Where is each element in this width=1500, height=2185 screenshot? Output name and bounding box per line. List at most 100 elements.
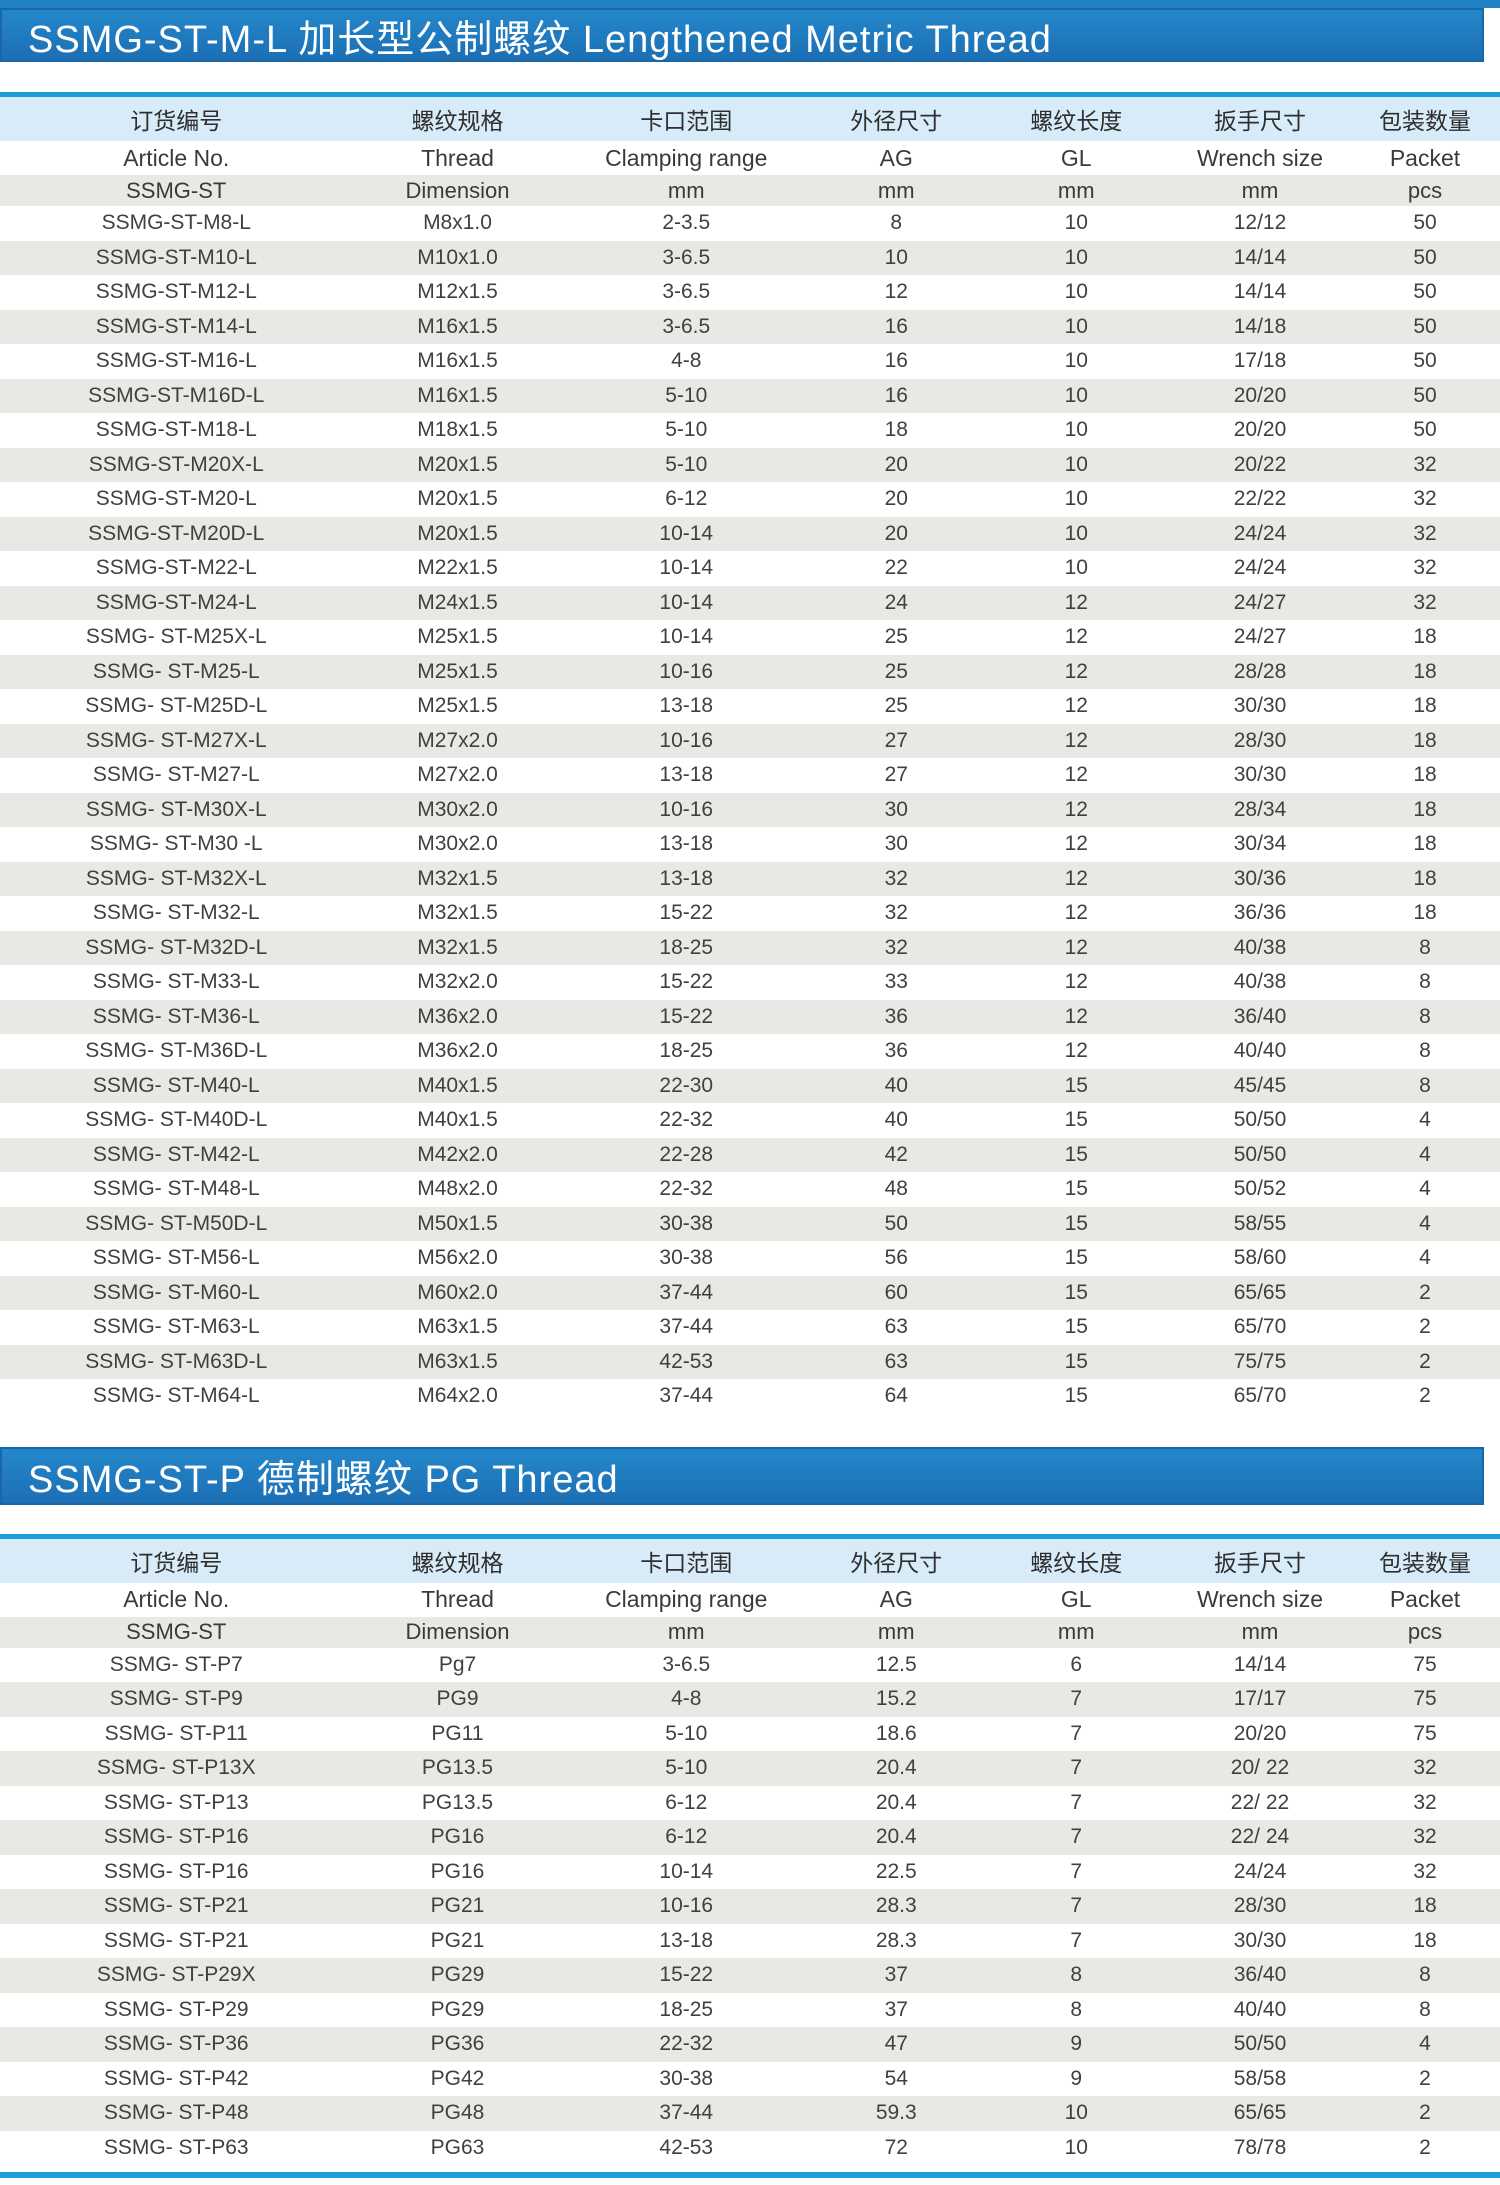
table-cell: 20/20: [1233, 1721, 1287, 1745]
bottom-rule: [0, 2172, 1500, 2178]
table-cell: 2: [1419, 2101, 1431, 2125]
table-cell: M8x1.0: [423, 211, 492, 235]
table-cell: PG21: [430, 1928, 485, 1952]
table-cell: SSMG- ST-M42-L: [92, 1142, 260, 1166]
table-cell: SSMG-ST-M14-L: [95, 314, 257, 338]
table-cell: 卡口范围: [640, 108, 733, 134]
table-cell: mm: [1241, 177, 1279, 203]
table-cell: 2: [1419, 2066, 1431, 2090]
table-row: SSMG-ST-M20D-L M20x1.5 10-14 20 10 24/24 32: [0, 516, 1500, 551]
table-cell: 20/ 22: [1230, 1756, 1290, 1780]
table-cell: 订货编号: [130, 108, 223, 134]
table-row: SSMG- ST-M25X-L M25x1.5 10-14 25 12 24/27 18: [0, 620, 1500, 655]
table-cell: SSMG- ST-P42: [103, 2066, 249, 2090]
table-cell: 32: [1413, 521, 1437, 545]
table-cell: 10: [1064, 314, 1088, 338]
table-cell: 37-44: [659, 1280, 714, 1304]
table-cell: 12: [1064, 694, 1088, 718]
table-cell: 2: [1419, 1315, 1431, 1339]
table-cell: 18: [1413, 1894, 1437, 1918]
table-cell: 27: [884, 728, 908, 752]
top-accent-strip: [0, 0, 1500, 8]
table-cell: 20/20: [1233, 418, 1287, 442]
table-cell: 50: [1413, 383, 1437, 407]
table-cell: 10-16: [659, 728, 714, 752]
table-row: SSMG-ST-M12-L M12x1.5 3-6.5 12 10 14/14 50: [0, 275, 1500, 310]
table-cell: 15: [1064, 1142, 1088, 1166]
table-cell: PG42: [430, 2066, 485, 2090]
table-cell: PG16: [430, 1825, 485, 1849]
table-cell: 22-30: [659, 1073, 714, 1097]
table-cell: 42-53: [659, 2135, 714, 2159]
table-cell: AG: [879, 144, 913, 171]
table-cell: Dimension: [405, 1619, 510, 1644]
table-cell: 14/14: [1233, 1652, 1287, 1676]
table-cell: 12: [1064, 866, 1088, 890]
table-cell: 10: [1064, 521, 1088, 545]
table-cell: 15: [1064, 1384, 1088, 1408]
table-cell: 包装数量: [1379, 1549, 1471, 1576]
table-cell: 36: [884, 1004, 908, 1028]
table-cell: 8: [1070, 1963, 1083, 1987]
table-cell: PG13.5: [421, 1790, 494, 1814]
table-cell: SSMG- ST-M64-L: [92, 1384, 260, 1408]
table-cell: 25: [884, 625, 908, 649]
table-cell: 10-16: [659, 1894, 714, 1918]
table-cell: 33: [884, 970, 908, 994]
table-cell: 7: [1070, 1756, 1083, 1780]
table-cell: 12: [1064, 1004, 1088, 1028]
table-cell: Article No.: [123, 1586, 230, 1612]
table-cell: SSMG- ST-P13X: [96, 1756, 256, 1780]
table-row: SSMG- ST-M50D-L M50x1.5 30-38 50 15 58/55 4: [0, 1206, 1500, 1241]
table-cell: 50/50: [1233, 1108, 1287, 1132]
table-cell: SSMG- ST-M27-L: [92, 763, 260, 787]
table-cell: 20: [884, 452, 908, 476]
table-cell: 18: [1413, 625, 1437, 649]
table-cell: 5-10: [665, 1721, 708, 1745]
table-cell: 6-12: [665, 1790, 708, 1814]
table-cell: 扳手尺寸: [1214, 108, 1306, 134]
header-row-units: SSMG-ST Dimension mm mm mm mm pcs: [0, 175, 1500, 206]
table-cell: 50: [1413, 418, 1437, 442]
table-row: SSMG- ST-P29X PG29 15-22 37 8 36/40 8: [0, 1958, 1500, 1993]
table-row: SSMG- ST-M32X-L M32x1.5 13-18 32 12 30/36 18: [0, 861, 1500, 896]
table-cell: 18: [1413, 1928, 1437, 1952]
header-row-en: Article No. Thread Clamping range AG GL Wrenc…: [0, 1582, 1500, 1617]
table-cell: 50/52: [1233, 1177, 1287, 1201]
table-cell: 75: [1413, 1687, 1437, 1711]
table-row: SSMG- ST-M32-L M32x1.5 15-22 32 12 36/36 18: [0, 896, 1500, 931]
table-cell: 20.4: [875, 1790, 917, 1814]
table-row: SSMG-ST-M14-L M16x1.5 3-6.5 16 10 14/18 50: [0, 309, 1500, 344]
table-cell: PG63: [430, 2135, 485, 2159]
table-cell: M16x1.5: [417, 314, 498, 338]
table-cell: SSMG- ST-P16: [103, 1859, 249, 1883]
table-cell: mm: [1057, 1619, 1095, 1644]
table-row: SSMG- ST-P36 PG36 22-32 47 9 50/50 4: [0, 2027, 1500, 2062]
table-row: SSMG- ST-P13 PG13.5 6-12 20.4 7 22/ 22 32: [0, 1785, 1500, 1820]
table-row: SSMG- ST-P11 PG11 5-10 18.6 7 20/20 75: [0, 1716, 1500, 1751]
table-cell: 30: [884, 797, 908, 821]
table-cell: 28/28: [1233, 659, 1287, 683]
table-cell: 10: [884, 245, 908, 269]
table-cell: 5-10: [665, 418, 708, 442]
table-cell: 25: [884, 659, 908, 683]
table-cell: 20/20: [1233, 383, 1287, 407]
spacer: [0, 1505, 1500, 1534]
table-cell: SSMG-ST-M22-L: [95, 556, 257, 580]
table-cell: 30-38: [659, 2066, 714, 2090]
table-cell: PG9: [436, 1687, 479, 1711]
table-cell: 28/34: [1233, 797, 1287, 821]
header-row-cn: 订货编号 螺纹规格 卡口范围 外径尺寸 螺纹长度 扳手尺寸 包装数量: [0, 97, 1500, 141]
table-cell: 18: [1413, 832, 1437, 856]
table-cell: 20.4: [875, 1825, 917, 1849]
table-cell: 4: [1419, 1108, 1431, 1132]
table-cell: 9: [1070, 2032, 1083, 2056]
table-cell: 18: [1413, 728, 1437, 752]
table-cell: 12: [1064, 763, 1088, 787]
table-cell: SSMG- ST-P29: [103, 1997, 249, 2021]
table-cell: 18: [1413, 866, 1437, 890]
table-row: SSMG- ST-M36-L M36x2.0 15-22 36 12 36/40 8: [0, 999, 1500, 1034]
table-cell: PG16: [430, 1859, 485, 1883]
table-row: SSMG-ST-M10-L M10x1.0 3-6.5 10 10 14/14 50: [0, 240, 1500, 275]
table-cell: SSMG- ST-P7: [109, 1652, 243, 1676]
